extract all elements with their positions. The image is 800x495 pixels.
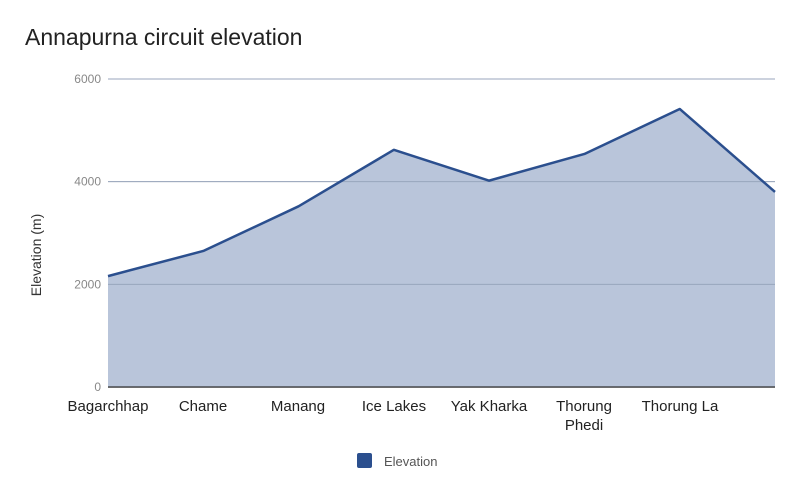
y-tick-label: 2000 [74,277,101,291]
x-tick-label: Chame [179,398,227,415]
y-axis-label: Elevation (m) [28,214,44,296]
y-axis-ticks: 0 2000 4000 6000 [74,72,101,394]
x-tick-label: Thorung La [642,398,719,415]
series-line[interactable] [107,107,776,278]
x-tick-label: Yak Kharka [451,398,528,415]
legend-swatch [357,453,372,468]
legend[interactable]: Elevation [357,453,437,469]
x-axis-ticks: Bagarchhap Chame Manang Ice Lakes Yak Kharka… [68,398,719,434]
area-fill [108,108,775,387]
chart-title: Annapurna circuit elevation [25,24,303,50]
x-tick-label: Bagarchhap [68,398,149,415]
y-tick-label: 0 [94,380,101,394]
legend-label: Elevation [384,454,437,469]
y-tick-label: 6000 [74,72,101,86]
area-series [107,78,776,388]
y-tick-label: 4000 [74,175,101,189]
x-tick-label: Thorung Phedi [556,398,612,434]
x-tick-label: Manang [271,398,325,415]
x-tick-label: Ice Lakes [362,398,426,415]
